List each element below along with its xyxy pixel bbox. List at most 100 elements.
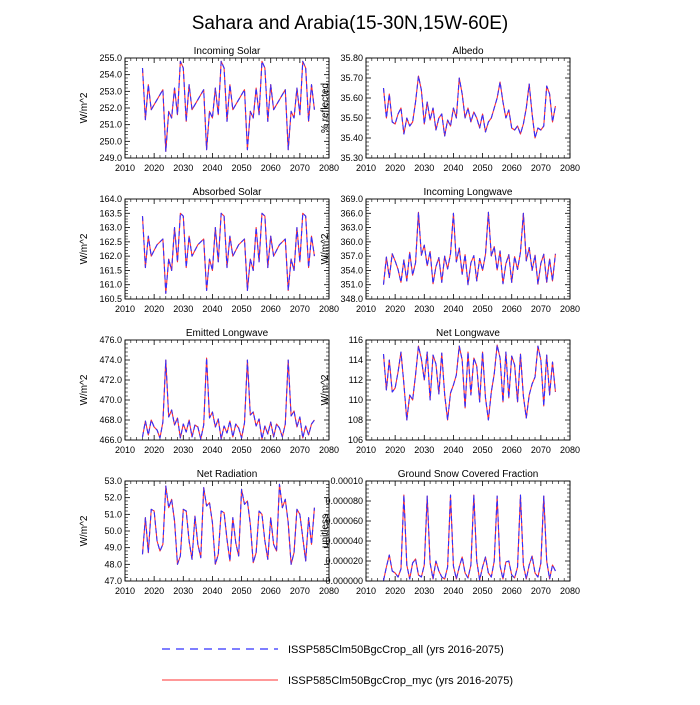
y-tick-label: 50.0 [104,526,122,536]
series-line-all [141,483,315,565]
x-tick-label: 2020 [385,304,405,314]
x-tick-label: 2080 [319,445,339,455]
y-axis-label-5: W/m^2 [320,374,331,405]
x-tick-label: 2010 [115,586,135,596]
x-tick-label: 2080 [560,586,580,596]
x-tick-label: 2060 [502,445,522,455]
y-tick-label: 250.0 [99,136,122,146]
x-tick-label: 2040 [202,304,222,314]
y-tick-label: 35.40 [340,133,363,143]
series-line-myc [382,494,556,581]
y-tick-label: 363.0 [340,223,363,233]
y-tick-label: 472.0 [99,375,122,385]
x-tick-label: 2010 [115,304,135,314]
x-tick-label: 2040 [202,586,222,596]
x-tick-label: 2010 [356,586,376,596]
x-tick-label: 2030 [173,445,193,455]
y-tick-label: 255.0 [99,53,122,63]
legend-label-all: ISSP585Clm50BgcCrop_all (yrs 2016-2075) [288,644,504,656]
x-tick-label: 2060 [502,163,522,173]
y-tick-label: 466.0 [99,435,122,445]
y-tick-label: 162.5 [99,237,122,247]
y-tick-label: 0.00010 [330,476,363,486]
y-tick-label: 0.000000 [325,576,363,586]
x-tick-label: 2020 [144,586,164,596]
plot-frame [365,57,571,159]
y-tick-label: 49.0 [104,543,122,553]
panel-7: Ground Snow Covered Fraction 2010 2020 2030… [320,469,580,596]
y-tick-label: 163.0 [99,223,122,233]
y-tick-label: 48.0 [104,559,122,569]
x-tick-label: 2060 [261,304,281,314]
y-tick-label: 0.000020 [325,556,363,566]
x-tick-label: 2050 [473,586,493,596]
series-line-all [141,357,315,440]
legend-label-myc: ISSP585Clm50BgcCrop_myc (yrs 2016-2075) [288,675,513,687]
y-tick-label: 161.5 [99,265,122,275]
x-tick-label: 2050 [232,445,252,455]
panel-3: Incoming Longwave 2010 2020 2030 2040 2050 206… [320,187,580,314]
y-tick-label: 35.70 [340,73,363,83]
x-tick-label: 2050 [473,445,493,455]
x-tick-label: 2030 [414,163,434,173]
y-tick-label: 251.0 [99,120,122,130]
series-line-all [382,211,556,286]
x-tick-label: 2030 [414,445,434,455]
y-tick-label: 163.5 [99,208,122,218]
series-line-myc [382,344,556,421]
y-tick-label: 35.60 [340,93,363,103]
y-tick-label: 160.5 [99,294,122,304]
x-tick-label: 2060 [261,586,281,596]
x-tick-label: 2060 [502,304,522,314]
panel-title-1: Albedo [452,46,484,57]
y-tick-label: 108 [348,415,363,425]
series-line-all [141,212,315,294]
x-tick-label: 2070 [290,304,310,314]
y-tick-label: 474.0 [99,355,122,365]
x-tick-label: 2080 [319,304,339,314]
x-tick-label: 2070 [531,304,551,314]
y-tick-label: 249.0 [99,153,122,163]
y-tick-label: 0.000080 [325,496,363,506]
plot-frame [124,198,330,300]
plot-frame [124,339,330,441]
x-tick-label: 2020 [144,445,164,455]
x-tick-label: 2020 [385,586,405,596]
y-tick-label: 35.50 [340,113,363,123]
x-tick-label: 2080 [560,163,580,173]
y-tick-label: 354.0 [340,265,363,275]
panel-title-4: Emitted Longwave [186,328,269,339]
x-tick-label: 2040 [202,445,222,455]
x-tick-label: 2050 [232,304,252,314]
x-tick-label: 2010 [115,445,135,455]
panel-title-7: Ground Snow Covered Fraction [398,469,539,480]
y-tick-label: 114 [349,355,363,365]
x-tick-label: 2050 [473,163,493,173]
x-tick-label: 2030 [173,163,193,173]
plot-frame [124,480,330,582]
y-tick-label: 116 [349,335,363,345]
plot-frame [124,57,330,159]
x-tick-label: 2040 [443,586,463,596]
panel-title-0: Incoming Solar [194,46,261,57]
panel-title-2: Absorbed Solar [193,187,263,198]
y-tick-label: 112 [349,375,363,385]
y-tick-label: 0.000040 [325,536,363,546]
y-tick-label: 348.0 [340,294,363,304]
y-tick-label: 468.0 [99,415,122,425]
x-tick-label: 2050 [232,163,252,173]
y-tick-label: 110 [349,395,363,405]
x-tick-label: 2070 [290,163,310,173]
x-tick-label: 2070 [290,586,310,596]
y-tick-label: 357.0 [340,251,363,261]
x-tick-label: 2030 [414,304,434,314]
x-tick-label: 2040 [443,445,463,455]
y-tick-label: 53.0 [104,476,122,486]
x-tick-label: 2020 [144,163,164,173]
x-tick-label: 2070 [531,586,551,596]
series-line-all [382,344,556,421]
y-tick-label: 470.0 [99,395,122,405]
